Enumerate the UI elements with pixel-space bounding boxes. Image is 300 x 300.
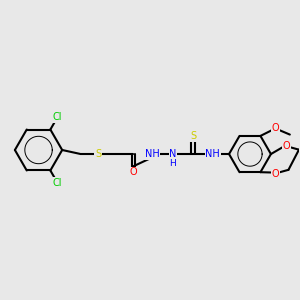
Text: NH: NH [206,149,220,159]
Text: Cl: Cl [53,178,62,188]
Text: N: N [169,149,177,159]
Text: O: O [272,169,280,179]
Text: S: S [190,131,196,142]
Text: O: O [130,167,137,177]
Text: NH: NH [145,149,159,159]
Text: S: S [95,149,101,159]
Text: O: O [282,141,290,151]
Text: H: H [169,159,176,168]
Text: O: O [272,124,280,134]
Text: Cl: Cl [53,112,62,122]
